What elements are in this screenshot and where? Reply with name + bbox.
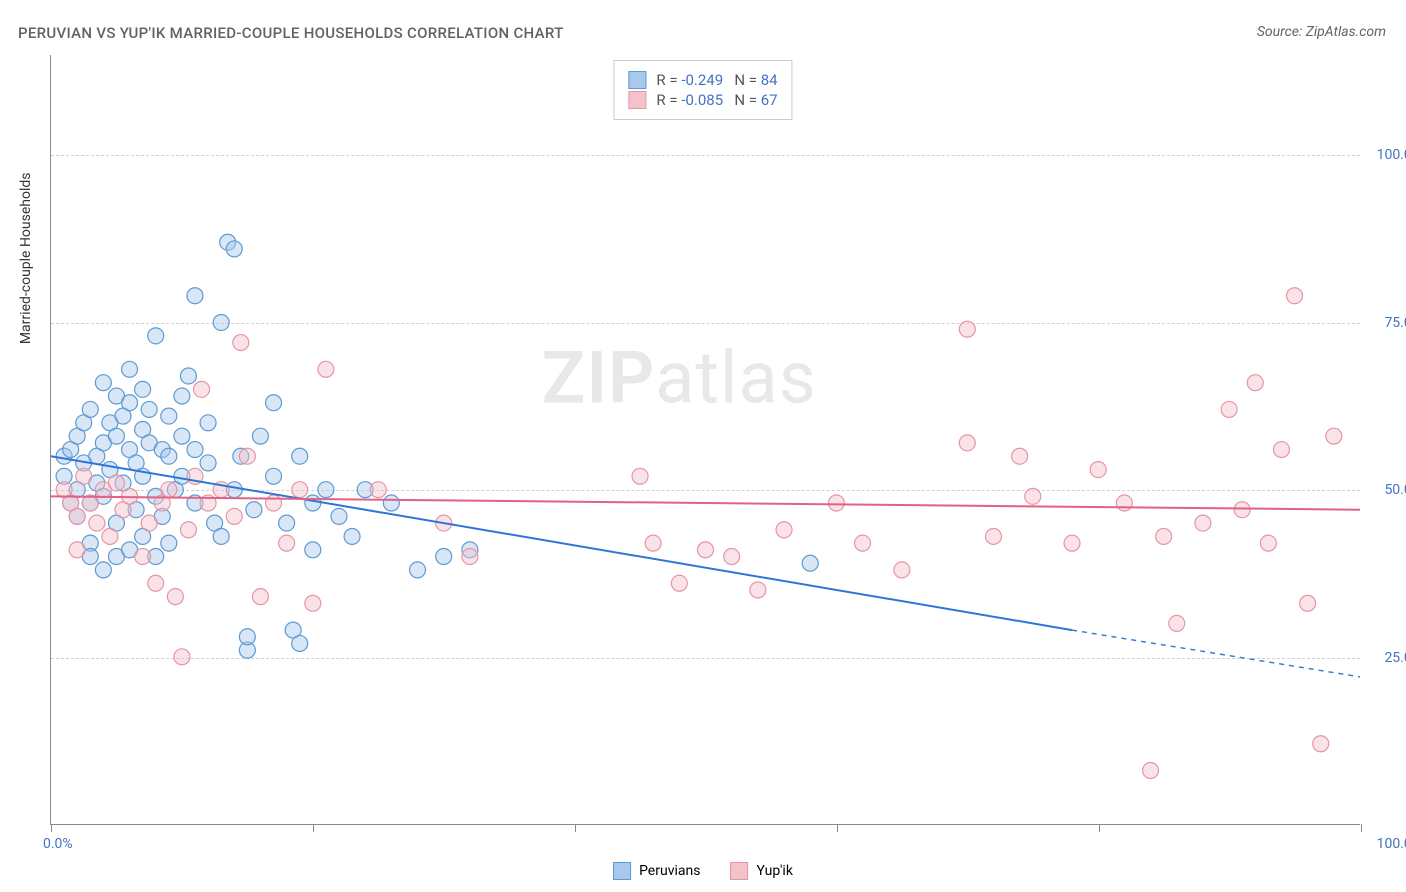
y-tick-label: 25.0%: [1384, 650, 1406, 666]
scatter-svg: [51, 55, 1360, 824]
legend-swatch: [628, 91, 646, 109]
x-axis-min-label: 0.0%: [43, 836, 73, 852]
legend-swatch: [628, 71, 646, 89]
x-tick: [837, 824, 838, 832]
legend-swatch: [730, 862, 748, 880]
legend-stats: R = -0.085 N = 67: [656, 91, 777, 109]
series-legend-label: Peruvians: [639, 863, 700, 879]
y-tick-label: 50.0%: [1384, 482, 1406, 498]
legend-swatch: [613, 862, 631, 880]
source-attribution: Source: ZipAtlas.com: [1257, 24, 1386, 40]
y-tick-label: 100.0%: [1377, 147, 1406, 163]
series-legend-item: Peruvians: [613, 862, 700, 880]
series-legend: Peruvians Yup'ik: [613, 862, 793, 880]
correlation-chart: PERUVIAN VS YUP'IK MARRIED-COUPLE HOUSEH…: [0, 0, 1406, 892]
correlation-legend: R = -0.249 N = 84 R = -0.085 N = 67: [613, 60, 792, 120]
legend-row: R = -0.085 N = 67: [628, 91, 777, 109]
series-legend-item: Yup'ik: [730, 862, 792, 880]
legend-stats: R = -0.249 N = 84: [656, 71, 777, 89]
y-axis-label: Married-couple Households: [18, 172, 34, 344]
x-tick: [575, 824, 576, 832]
series-legend-label: Yup'ik: [756, 863, 792, 879]
x-axis-max-label: 100.0%: [1377, 836, 1406, 852]
x-tick: [1099, 824, 1100, 832]
chart-title: PERUVIAN VS YUP'IK MARRIED-COUPLE HOUSEH…: [18, 24, 564, 42]
y-tick-label: 75.0%: [1384, 315, 1406, 331]
legend-row: R = -0.249 N = 84: [628, 71, 777, 89]
x-tick: [51, 824, 52, 832]
x-tick: [313, 824, 314, 832]
plot-area: ZIPatlas 0.0% 100.0% 25.0%50.0%75.0%100.…: [50, 55, 1360, 825]
x-tick: [1361, 824, 1362, 832]
